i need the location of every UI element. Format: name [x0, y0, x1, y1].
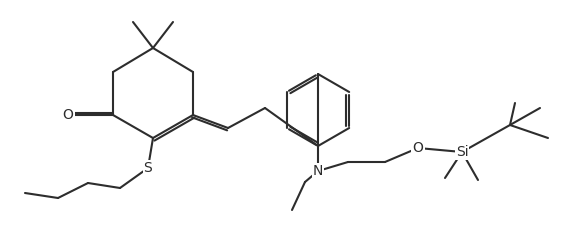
Text: O: O [413, 141, 423, 155]
Text: Si: Si [456, 145, 468, 159]
Text: N: N [313, 164, 323, 178]
Text: S: S [144, 161, 152, 175]
Text: O: O [63, 108, 74, 122]
